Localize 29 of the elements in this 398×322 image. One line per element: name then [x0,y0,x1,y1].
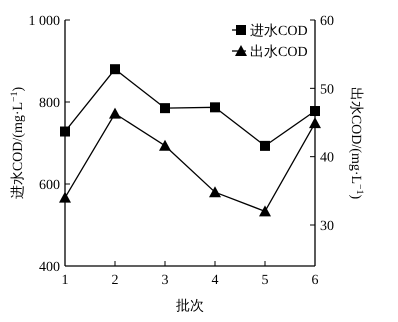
point [109,108,121,119]
y-tick-label: 800 [39,96,60,111]
point [209,186,221,198]
point [59,192,71,203]
x-tick-label: 3 [162,273,168,288]
point [260,140,270,151]
x-tick-label: 2 [112,273,118,288]
y2-tick-label: 50 [320,82,334,98]
point [60,126,70,137]
point [310,106,320,116]
y-tick-label: 1 000 [28,14,60,29]
point [259,205,271,216]
x-tick-label: 1 [62,273,68,288]
point [210,102,220,112]
y2-tick-label: 40 [320,150,334,166]
y2-tick-label: 30 [320,219,334,234]
y-tick-label: 600 [39,178,60,193]
point [159,140,171,151]
legend-label: 进水COD [250,23,308,39]
y2-tick-label: 60 [320,14,334,29]
x-tick-label: 5 [262,273,268,288]
y-tick-label: 400 [39,260,60,275]
point [309,117,321,128]
x-axis-title: 批次 [176,298,204,314]
point [110,64,120,74]
point [160,103,170,114]
x-tick-label: 4 [212,273,218,288]
x-tick-label: 6 [312,273,318,288]
legend-label: 出水COD [250,44,308,60]
